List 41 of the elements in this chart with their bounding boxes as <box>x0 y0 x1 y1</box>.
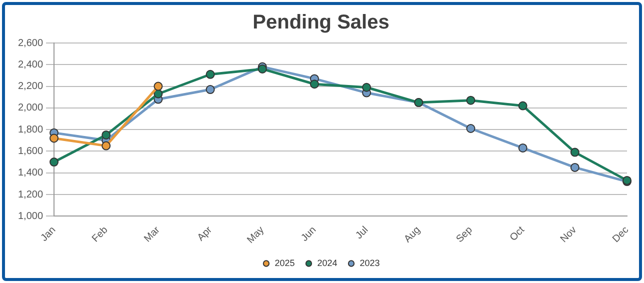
point <box>570 148 580 157</box>
y-tick-label: 1,000 <box>18 210 44 222</box>
x-tick-label: Jun <box>299 224 319 244</box>
legend-label: 2023 <box>360 258 380 268</box>
point <box>466 124 476 133</box>
point <box>518 143 528 152</box>
point <box>50 134 59 143</box>
x-tick-label: Nov <box>558 224 579 246</box>
point <box>310 80 319 89</box>
point <box>466 96 476 105</box>
point <box>362 82 372 92</box>
x-tick-label: Dec <box>610 224 632 246</box>
y-tick-label: 1,400 <box>18 168 44 179</box>
y-tick-label: 2,600 <box>18 38 44 49</box>
x-tick-label: Sep <box>454 224 476 246</box>
y-tick-label: 1,800 <box>18 124 44 136</box>
y-tick-label: 2,400 <box>18 59 44 70</box>
y-tick-label: 1,600 <box>18 146 44 157</box>
y-tick-label: 2,000 <box>18 102 44 114</box>
point <box>50 158 59 167</box>
x-tick-label: Aug <box>402 224 423 246</box>
point <box>570 162 580 172</box>
point <box>102 130 111 140</box>
x-tick-label: Jan <box>38 224 58 244</box>
legend-label: 2025 <box>274 258 295 268</box>
x-tick-label: Feb <box>90 224 110 245</box>
y-tick-label: 2,200 <box>18 81 44 92</box>
x-tick-label: Jul <box>354 224 371 242</box>
chart-title: Pending Sales <box>252 12 390 34</box>
point <box>518 101 528 110</box>
y-tick-label: 1,200 <box>18 189 44 200</box>
point <box>154 89 163 98</box>
point <box>206 70 215 79</box>
x-tick-label: Oct <box>508 224 528 244</box>
point <box>206 85 215 94</box>
point <box>154 82 163 91</box>
x-tick-label: May <box>245 224 266 246</box>
x-tick-label: Apr <box>196 224 215 244</box>
legend-label: 2024 <box>317 258 338 268</box>
x-tick-label: Mar <box>142 224 163 245</box>
point <box>102 141 111 150</box>
